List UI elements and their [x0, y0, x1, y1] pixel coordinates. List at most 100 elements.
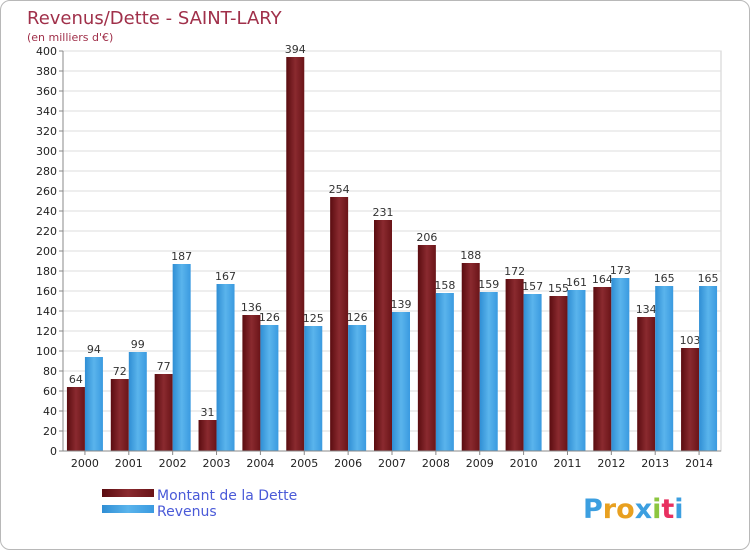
y-tick-label: 40 — [43, 405, 57, 418]
bar-revenus-2006 — [348, 325, 367, 451]
y-tick-label: 240 — [36, 205, 57, 218]
legend: Montant de la Dette Revenus — [102, 488, 297, 520]
bar-revenus-2013 — [655, 286, 674, 451]
data-label-debt-2000: 64 — [69, 373, 83, 386]
bars-layer: 6494729977187311671361263941252541262311… — [66, 43, 719, 451]
data-label-revenus-2004: 126 — [259, 311, 280, 324]
data-label-revenus-2011: 161 — [566, 276, 587, 289]
data-label-debt-2006: 254 — [329, 183, 350, 196]
data-label-debt-2013: 134 — [636, 303, 657, 316]
y-tick-label: 180 — [36, 265, 57, 278]
bar-revenus-2008 — [435, 293, 454, 451]
y-tick-label: 220 — [36, 225, 57, 238]
logo-letter: t — [661, 494, 674, 525]
y-tick-label: 120 — [36, 325, 57, 338]
x-tick-label: 2003 — [203, 457, 231, 470]
x-tick-label: 2009 — [466, 457, 494, 470]
logo-letter: x — [635, 494, 652, 525]
y-tick-label: 300 — [36, 145, 57, 158]
legend-label-revenus: Revenus — [157, 504, 217, 520]
y-tick-label: 160 — [36, 285, 57, 298]
legend-swatch-debt — [102, 489, 154, 497]
axis-layer: 0 20 40 60 80 100 120 140 160 180 200 220 240 260 280 3… — [36, 45, 721, 470]
bar-debt-2005 — [286, 57, 305, 451]
y-tick-label: 80 — [43, 365, 57, 378]
logo-letter: r — [603, 494, 617, 525]
x-tick-label: 2006 — [334, 457, 362, 470]
data-label-revenus-2001: 99 — [131, 338, 145, 351]
bar-revenus-2012 — [611, 278, 630, 451]
logo-letter: P — [583, 494, 603, 525]
data-label-debt-2001: 72 — [113, 365, 127, 378]
chart-title: Revenus/Dette - SAINT-LARY — [27, 8, 283, 29]
data-label-debt-2012: 164 — [592, 273, 613, 286]
x-tick-label: 2007 — [378, 457, 406, 470]
y-tick-label: 20 — [43, 425, 57, 438]
x-tick-label: 2001 — [115, 457, 143, 470]
logo-letter: i — [652, 494, 661, 525]
data-label-debt-2003: 31 — [201, 406, 215, 419]
bar-debt-2008 — [417, 245, 436, 451]
bar-debt-2000 — [66, 387, 85, 451]
x-tick-label: 2011 — [553, 457, 581, 470]
x-tick-label: 2002 — [159, 457, 187, 470]
legend-swatch-revenus — [102, 505, 154, 513]
bar-revenus-2003 — [216, 284, 235, 451]
y-tick-label: 140 — [36, 305, 57, 318]
data-label-debt-2008: 206 — [416, 231, 437, 244]
data-label-revenus-2014: 165 — [698, 272, 719, 285]
data-label-revenus-2012: 173 — [610, 264, 631, 277]
data-label-revenus-2009: 159 — [478, 278, 499, 291]
x-tick-label: 2014 — [685, 457, 713, 470]
bar-debt-2010 — [505, 279, 524, 451]
data-label-revenus-2010: 157 — [522, 280, 543, 293]
bar-debt-2012 — [593, 287, 612, 451]
data-label-debt-2005: 394 — [285, 43, 306, 56]
y-tick-label: 380 — [36, 65, 57, 78]
bar-revenus-2011 — [567, 290, 586, 451]
x-tick-label: 2012 — [597, 457, 625, 470]
bar-debt-2014 — [681, 348, 700, 451]
bar-debt-2006 — [330, 197, 349, 451]
x-tick-label: 2010 — [510, 457, 538, 470]
bar-debt-2009 — [461, 263, 480, 451]
legend-label-debt: Montant de la Dette — [157, 488, 297, 504]
bar-debt-2004 — [242, 315, 261, 451]
bar-debt-2002 — [154, 374, 173, 451]
bar-revenus-2005 — [304, 326, 323, 451]
bar-revenus-2014 — [699, 286, 718, 451]
bar-revenus-2007 — [392, 312, 410, 451]
y-tick-label: 260 — [36, 185, 57, 198]
bar-revenus-2004 — [260, 325, 279, 451]
y-tick-label: 340 — [36, 105, 57, 118]
data-label-revenus-2008: 158 — [434, 279, 455, 292]
data-label-debt-2009: 188 — [460, 249, 481, 262]
logo-letter: i — [674, 494, 683, 525]
x-tick-label: 2004 — [246, 457, 274, 470]
y-tick-label: 320 — [36, 125, 57, 138]
bar-debt-2013 — [637, 317, 656, 451]
y-tick-label: 0 — [50, 445, 57, 458]
y-tick-label: 100 — [36, 345, 57, 358]
data-label-debt-2011: 155 — [548, 282, 569, 295]
chart-subtitle: (en milliers d'€) — [27, 31, 113, 44]
bar-debt-2007 — [374, 220, 392, 451]
data-label-debt-2014: 103 — [680, 334, 701, 347]
bar-revenus-2001 — [128, 352, 147, 451]
data-label-revenus-2013: 165 — [654, 272, 675, 285]
data-label-revenus-2006: 126 — [347, 311, 368, 324]
bar-debt-2003 — [198, 420, 217, 451]
data-label-debt-2002: 77 — [157, 360, 171, 373]
x-tick-label: 2008 — [422, 457, 450, 470]
x-tick-label: 2000 — [71, 457, 99, 470]
logo-letter: o — [616, 494, 635, 525]
x-tick-label: 2013 — [641, 457, 669, 470]
bar-revenus-2002 — [172, 264, 191, 451]
y-tick-label: 60 — [43, 385, 57, 398]
y-tick-label: 200 — [36, 245, 57, 258]
y-tick-label: 400 — [36, 45, 57, 58]
x-tick-label: 2005 — [290, 457, 318, 470]
bar-debt-2001 — [110, 379, 129, 451]
bar-debt-2011 — [549, 296, 568, 451]
